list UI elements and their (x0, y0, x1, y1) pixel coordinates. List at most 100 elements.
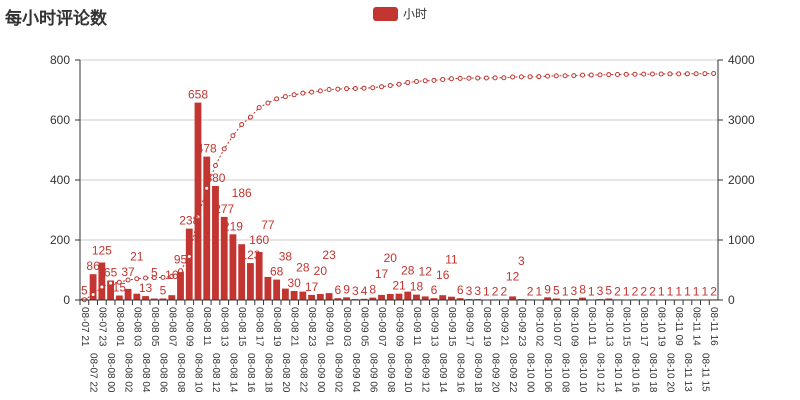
line-point (483, 75, 489, 81)
bar (509, 296, 517, 300)
data-label: 9 (343, 282, 350, 296)
bar (343, 297, 350, 300)
x-tick-label: 08-08 19 (271, 307, 282, 347)
line-point (169, 273, 175, 279)
x-tick-label: 08-08 20 (280, 353, 291, 393)
line-point (545, 73, 551, 79)
data-label: 6 (334, 283, 341, 297)
x-tick-label: 08-08 08 (175, 353, 186, 393)
data-label: 86 (86, 259, 100, 273)
bar (133, 293, 141, 300)
x-tick-label: 08-10 10 (577, 353, 588, 393)
x-tick-label: 08-08 18 (262, 353, 273, 393)
line-point (370, 85, 376, 91)
line-point (212, 162, 218, 168)
data-label: 380 (205, 171, 225, 185)
data-label: 28 (296, 261, 310, 275)
line-point (492, 75, 498, 81)
line-point (667, 71, 673, 77)
data-label: 2 (614, 284, 621, 298)
data-label: 1 (675, 285, 682, 299)
line-point (247, 114, 253, 120)
data-label: 4 (361, 284, 368, 298)
bar (456, 298, 464, 300)
line-point (274, 96, 280, 102)
bar (107, 280, 114, 300)
x-tick-label: 08-09 07 (376, 307, 387, 347)
bar (273, 279, 281, 300)
x-tick-label: 08-08 11 (201, 307, 212, 346)
x-tick-label: 08-07 21 (79, 307, 90, 347)
line-point (265, 100, 271, 106)
line-point (221, 146, 227, 152)
x-tick-label: 08-08 07 (166, 307, 177, 347)
line-point (186, 253, 192, 259)
x-tick-label: 08-10 18 (647, 353, 658, 393)
line-point (99, 284, 105, 290)
x-tick-label: 08-08 05 (149, 307, 160, 347)
line-point (125, 277, 131, 283)
data-label: 15 (113, 281, 127, 295)
bar (552, 298, 560, 300)
line-point (134, 276, 140, 282)
x-tick-label: 08-08 10 (192, 353, 203, 393)
x-tick-label: 08-11 09 (673, 307, 684, 346)
x-tick-label: 08-07 23 (96, 307, 107, 347)
line-point (440, 76, 446, 82)
legend-item[interactable]: 小时 (373, 5, 427, 22)
x-tick-label: 08-09 13 (428, 307, 439, 347)
line-point (658, 71, 664, 77)
data-label: 5 (151, 266, 158, 280)
x-tick-label: 08-09 21 (498, 307, 509, 347)
bar (142, 296, 149, 300)
line-point (510, 74, 516, 80)
data-label: 95 (174, 253, 188, 267)
data-label: 277 (214, 202, 234, 216)
line-point (143, 275, 149, 281)
line-point (562, 73, 568, 79)
x-tick-label: 08-08 22 (297, 353, 308, 393)
data-label: 160 (249, 233, 269, 247)
line-point (536, 74, 542, 80)
data-label: 16 (165, 268, 179, 282)
bar (281, 288, 289, 300)
bar (448, 296, 455, 300)
x-tick-label: 08-09 14 (437, 353, 448, 393)
bar (150, 298, 158, 300)
data-label: 13 (139, 281, 153, 295)
line-point (116, 279, 122, 285)
x-tick-label: 08-09 12 (420, 353, 431, 393)
bar (115, 295, 123, 300)
line-point (641, 71, 647, 77)
data-label: 68 (270, 265, 284, 279)
x-tick-label: 08-10 14 (612, 353, 623, 393)
data-label: 21 (392, 279, 406, 293)
x-tick-label: 08-10 11 (586, 307, 597, 346)
bar (98, 262, 106, 300)
data-label: 3 (474, 284, 481, 298)
line-point (160, 274, 166, 280)
line-point (431, 77, 437, 83)
x-tick-label: 08-11 14 (691, 307, 702, 346)
line-point (684, 71, 690, 77)
bar (185, 228, 193, 300)
line-point (632, 71, 638, 77)
x-tick-label: 08-11 16 (708, 307, 719, 346)
bar (334, 298, 342, 300)
bar (89, 274, 97, 300)
data-label: 3 (352, 284, 359, 298)
y2-tick-label: 4000 (728, 53, 755, 67)
line-point (239, 122, 245, 128)
y-tick-label: 0 (63, 293, 70, 307)
chart-title: 每小时评论数 (5, 9, 107, 28)
line-point (422, 78, 428, 84)
line-point (711, 71, 717, 77)
data-label: 30 (287, 276, 301, 290)
data-label: 2 (527, 284, 534, 298)
line-point (457, 75, 463, 81)
line-point (693, 71, 699, 77)
bar (177, 271, 184, 300)
data-label: 478 (197, 142, 217, 156)
data-label: 6 (457, 283, 464, 297)
line-point (151, 275, 157, 281)
